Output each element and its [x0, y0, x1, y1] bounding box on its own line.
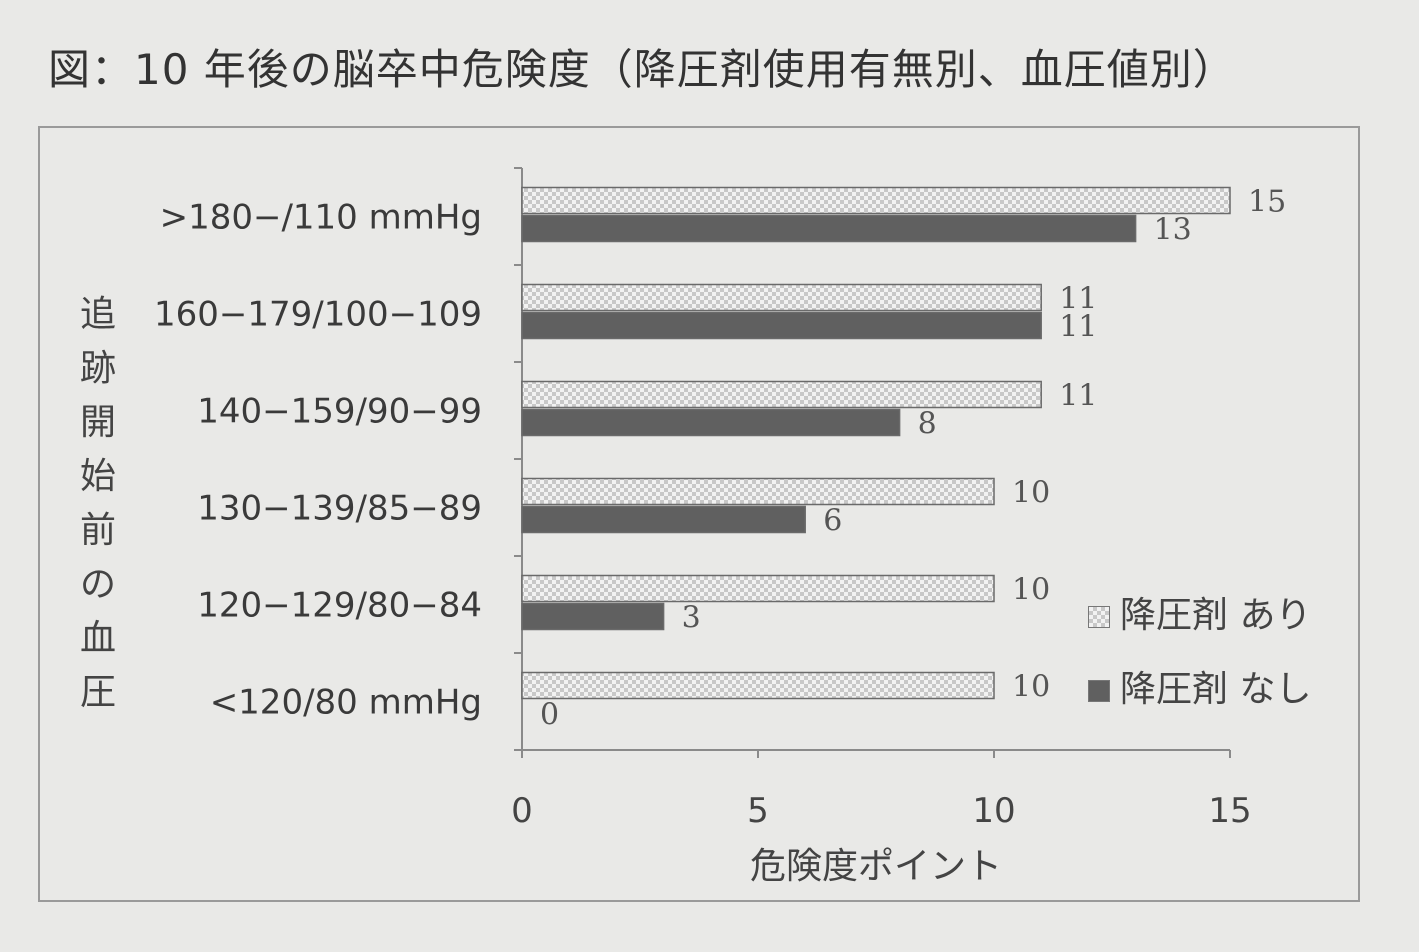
chart-title: 図：10 年後の脳卒中危険度（降圧剤使用有無別、血圧値別）	[48, 45, 1236, 94]
bar	[521, 186, 1231, 215]
bar	[521, 214, 1137, 243]
category-label: 130−139/85−89	[197, 489, 482, 529]
x-tick-label: 15	[1208, 791, 1251, 831]
data-label: 11	[1059, 310, 1097, 345]
bar	[521, 380, 1042, 409]
data-label: 6	[823, 504, 842, 539]
bar	[521, 408, 901, 437]
category-label: >180−/110 mmHg	[160, 198, 482, 238]
category-label: 120−129/80−84	[197, 586, 482, 626]
data-label: 11	[1059, 282, 1097, 317]
data-label: 10	[1012, 476, 1050, 511]
legend-item-without-medication: 降圧剤 なし	[1088, 660, 1311, 710]
data-label: 10	[1012, 573, 1050, 608]
x-tick-label: 5	[747, 791, 769, 831]
legend-item-with-medication: 降圧剤 あり	[1088, 586, 1311, 636]
bar	[521, 574, 995, 603]
legend-swatch-solid	[1088, 680, 1110, 702]
bar	[521, 477, 995, 506]
x-tick-label: 10	[972, 791, 1015, 831]
bar	[521, 283, 1042, 312]
bar	[521, 505, 806, 534]
y-axis-label: 追跡開始前の血圧	[79, 294, 116, 713]
x-tick-label: 0	[511, 791, 533, 831]
category-label: 160−179/100−109	[154, 295, 482, 335]
legend-swatch-checker	[1088, 606, 1110, 628]
data-label: 15	[1248, 185, 1286, 220]
data-label: 13	[1154, 213, 1192, 248]
bar	[521, 311, 1042, 340]
data-label: 0	[540, 698, 559, 733]
legend-label: 降圧剤 なし	[1120, 669, 1312, 710]
data-label: 8	[918, 407, 937, 442]
legend-label: 降圧剤 あり	[1120, 595, 1312, 636]
category-label: <120/80 mmHg	[210, 683, 482, 723]
data-label: 10	[1012, 670, 1050, 705]
data-label: 3	[682, 601, 701, 636]
chart-frame	[38, 126, 1360, 902]
x-axis-label: 危険度ポイント	[750, 846, 1002, 887]
data-label: 11	[1059, 379, 1097, 414]
bar	[521, 671, 995, 700]
bar	[521, 602, 665, 631]
category-label: 140−159/90−99	[197, 392, 482, 432]
